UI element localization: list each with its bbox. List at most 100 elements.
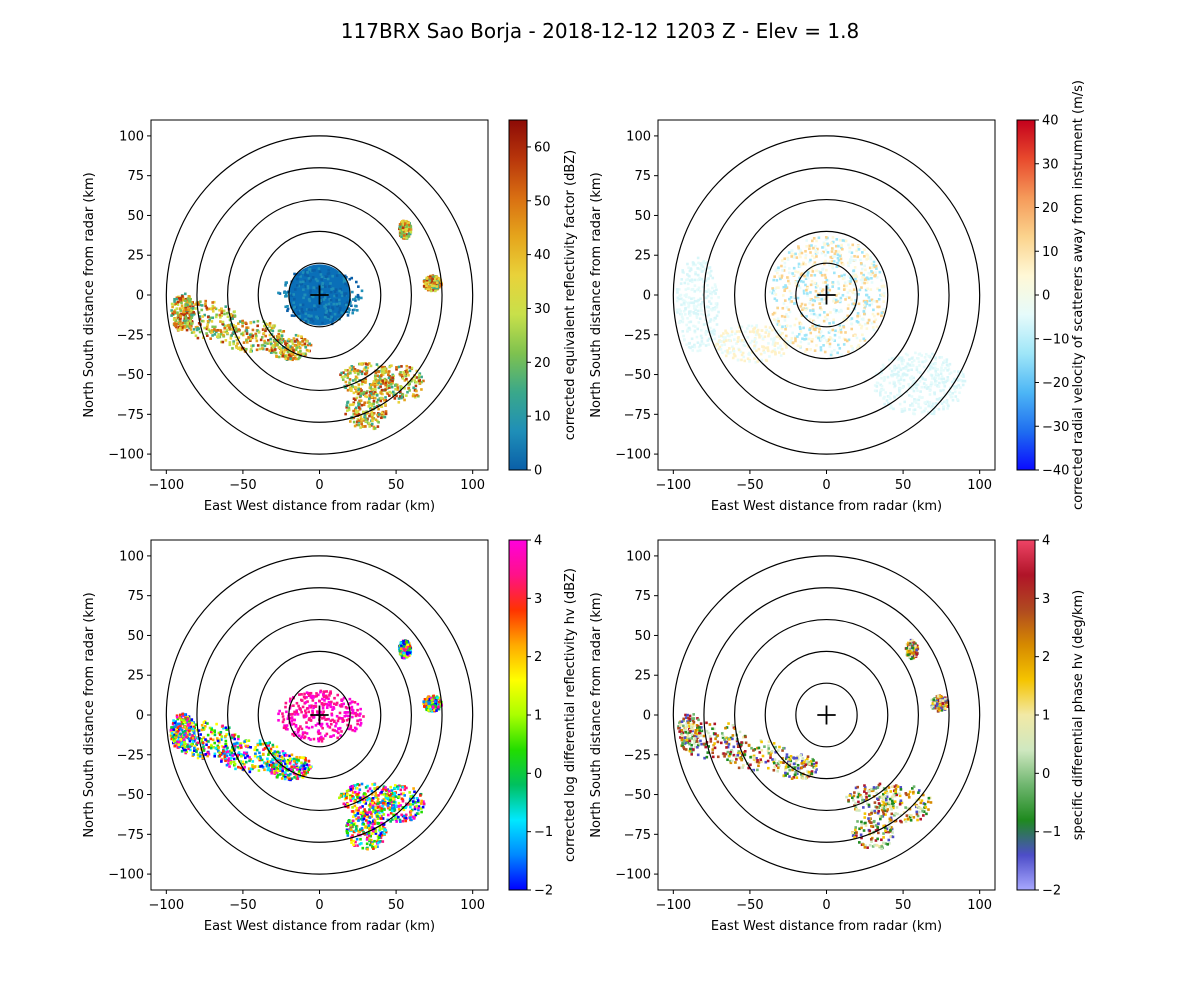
colorbar-tick-label: 50 xyxy=(534,194,551,209)
echo-cell xyxy=(348,785,352,789)
echo-cell xyxy=(808,247,811,251)
echo-cell xyxy=(275,355,279,359)
echo-cell xyxy=(733,354,737,358)
echo-cell xyxy=(296,311,300,314)
echo-cell xyxy=(882,294,886,298)
echo-cell xyxy=(364,378,367,381)
echo-cell xyxy=(214,315,218,319)
echo-cell xyxy=(365,371,369,375)
echo-cell xyxy=(431,277,434,281)
echo-cell xyxy=(788,267,791,270)
echo-cell xyxy=(332,705,335,709)
echo-cell xyxy=(182,325,186,328)
echo-cell xyxy=(297,770,301,773)
echo-cell xyxy=(897,374,900,377)
echo-cell xyxy=(233,752,236,756)
echo-cell xyxy=(316,316,320,320)
echo-cell xyxy=(855,346,859,350)
colorbar-tick-label: 0 xyxy=(534,464,542,479)
echo-cell xyxy=(836,261,839,265)
echo-cell xyxy=(810,239,814,243)
echo-cell xyxy=(428,276,432,280)
echo-cell xyxy=(705,329,708,333)
echo-cell xyxy=(412,393,415,396)
echo-cell xyxy=(371,806,375,809)
echo-cell xyxy=(707,310,710,313)
echo-cell xyxy=(896,393,899,397)
echo-cell xyxy=(315,692,318,695)
echo-cell xyxy=(951,398,955,402)
echo-cell xyxy=(957,370,960,373)
echo-cell xyxy=(736,337,740,340)
echo-cell xyxy=(410,366,414,370)
echo-cell xyxy=(265,743,269,747)
echo-cell xyxy=(225,754,229,758)
echo-cell xyxy=(400,229,404,233)
echo-cell xyxy=(378,805,381,808)
echo-cell xyxy=(888,395,891,399)
echo-cell xyxy=(817,236,821,240)
echo-cell xyxy=(382,793,386,796)
echo-cell xyxy=(748,330,752,334)
echo-cell xyxy=(409,225,413,229)
echo-cell xyxy=(179,309,182,312)
echo-cell xyxy=(186,321,190,324)
echo-cell xyxy=(194,334,198,338)
echo-cell xyxy=(826,339,830,342)
echo-cell xyxy=(181,295,184,298)
echo-cell xyxy=(196,303,200,306)
echo-cell xyxy=(850,322,853,326)
echo-cell xyxy=(205,334,209,337)
echo-cell xyxy=(289,348,293,352)
echo-cell xyxy=(914,351,917,355)
echo-cell xyxy=(942,369,945,372)
echo-cell xyxy=(942,405,946,408)
echo-cell xyxy=(403,379,407,382)
echo-cell xyxy=(773,336,776,340)
echo-cell xyxy=(797,262,801,266)
echo-cell xyxy=(401,393,405,397)
echo-cell xyxy=(309,343,313,347)
echo-cell xyxy=(931,377,934,380)
echo-cell xyxy=(248,333,252,337)
echo-cell xyxy=(802,261,805,264)
echo-cell xyxy=(363,394,367,398)
echo-cell xyxy=(778,323,781,327)
echo-cell xyxy=(222,726,225,730)
echo-cell xyxy=(307,710,311,714)
echo-cell xyxy=(793,323,797,327)
echo-cell xyxy=(678,288,681,291)
echo-cell xyxy=(404,228,407,231)
echo-cell xyxy=(916,370,920,374)
echo-cell xyxy=(413,379,417,382)
echo-cell xyxy=(253,748,256,752)
echo-cell xyxy=(196,741,200,745)
echo-cell xyxy=(386,818,390,822)
echo-cell xyxy=(322,690,326,693)
echo-cell xyxy=(365,369,368,373)
echo-cell xyxy=(222,333,225,337)
echo-cell xyxy=(940,366,943,370)
colorbar-tick-label: 0 xyxy=(1042,289,1050,304)
echo-cell xyxy=(301,339,305,343)
echo-cell xyxy=(173,308,177,312)
echo-cell xyxy=(735,342,738,345)
echo-cell xyxy=(852,288,856,291)
echo-cell xyxy=(281,772,285,776)
echo-cell xyxy=(365,842,369,846)
echo-cell xyxy=(758,335,761,339)
echo-cell xyxy=(923,356,927,359)
echo-cell xyxy=(736,340,740,343)
echo-cell xyxy=(356,844,359,847)
echo-cell xyxy=(344,380,348,384)
echo-cell xyxy=(751,330,755,333)
echo-cell xyxy=(281,768,284,771)
echo-cell xyxy=(355,280,358,284)
echo-cell xyxy=(312,737,316,741)
echo-cell xyxy=(712,332,716,336)
echo-cell xyxy=(306,274,310,278)
echo-cell xyxy=(768,355,771,358)
echo-cell xyxy=(197,321,201,325)
echo-cell xyxy=(173,297,176,301)
